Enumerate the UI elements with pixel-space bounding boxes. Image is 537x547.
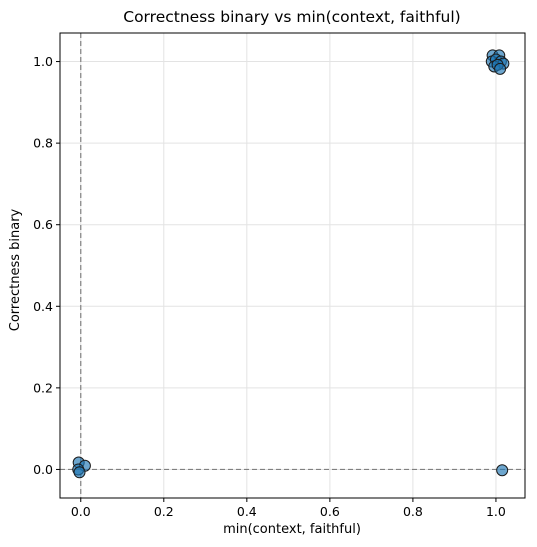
x-axis-label: min(context, faithful) xyxy=(223,522,361,537)
reference-lines xyxy=(60,33,525,498)
x-tick-label: 0.6 xyxy=(320,504,340,519)
x-tick-label: 1.0 xyxy=(486,504,506,519)
data-point xyxy=(494,62,507,75)
x-tick-label: 0.4 xyxy=(237,504,257,519)
data-point xyxy=(73,466,86,479)
x-axis-ticks: 0.0 0.2 0.4 0.6 0.8 1.0 xyxy=(71,498,506,519)
y-tick-label: 0.2 xyxy=(33,380,53,395)
y-tick-label: 0.4 xyxy=(33,299,53,314)
y-axis-ticks: 0.0 0.2 0.4 0.6 0.8 1.0 xyxy=(33,54,60,477)
x-tick-label: 0.8 xyxy=(403,504,423,519)
x-tick-label: 0.2 xyxy=(154,504,174,519)
data-points xyxy=(72,49,510,479)
y-axis-label: Correctness binary xyxy=(8,208,23,331)
plot-frame xyxy=(59,32,526,499)
y-tick-label: 0.6 xyxy=(33,217,53,232)
x-tick-label: 0.0 xyxy=(71,504,91,519)
y-tick-label: 1.0 xyxy=(33,54,53,69)
chart-title: Correctness binary vs min(context, faith… xyxy=(123,8,460,26)
data-point xyxy=(496,464,509,477)
y-tick-label: 0.0 xyxy=(33,462,53,477)
y-tick-label: 0.8 xyxy=(33,136,53,151)
grid-lines xyxy=(60,33,525,498)
